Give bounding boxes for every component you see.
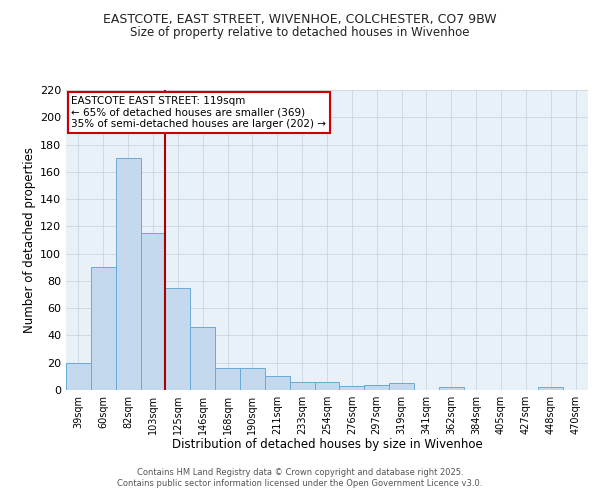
Bar (215, 368, 240, 390)
Bar (364, 384, 389, 390)
Bar (439, 388, 464, 390)
X-axis label: Distribution of detached houses by size in Wivenhoe: Distribution of detached houses by size … (172, 438, 482, 452)
Y-axis label: Number of detached properties: Number of detached properties (23, 147, 36, 333)
Bar (190, 328, 215, 390)
Bar (389, 383, 414, 390)
Text: Contains HM Land Registry data © Crown copyright and database right 2025.
Contai: Contains HM Land Registry data © Crown c… (118, 468, 482, 487)
Bar (290, 382, 314, 390)
Bar (265, 376, 290, 390)
Text: EASTCOTE EAST STREET: 119sqm
← 65% of detached houses are smaller (369)
35% of s: EASTCOTE EAST STREET: 119sqm ← 65% of de… (71, 96, 326, 129)
Bar (140, 233, 166, 390)
Bar (66, 362, 91, 390)
Bar (538, 388, 563, 390)
Bar (240, 368, 265, 390)
Bar (340, 386, 364, 390)
Bar (91, 268, 116, 390)
Bar (166, 288, 190, 390)
Text: Size of property relative to detached houses in Wivenhoe: Size of property relative to detached ho… (130, 26, 470, 39)
Bar (116, 158, 140, 390)
Bar (314, 382, 340, 390)
Text: EASTCOTE, EAST STREET, WIVENHOE, COLCHESTER, CO7 9BW: EASTCOTE, EAST STREET, WIVENHOE, COLCHES… (103, 12, 497, 26)
